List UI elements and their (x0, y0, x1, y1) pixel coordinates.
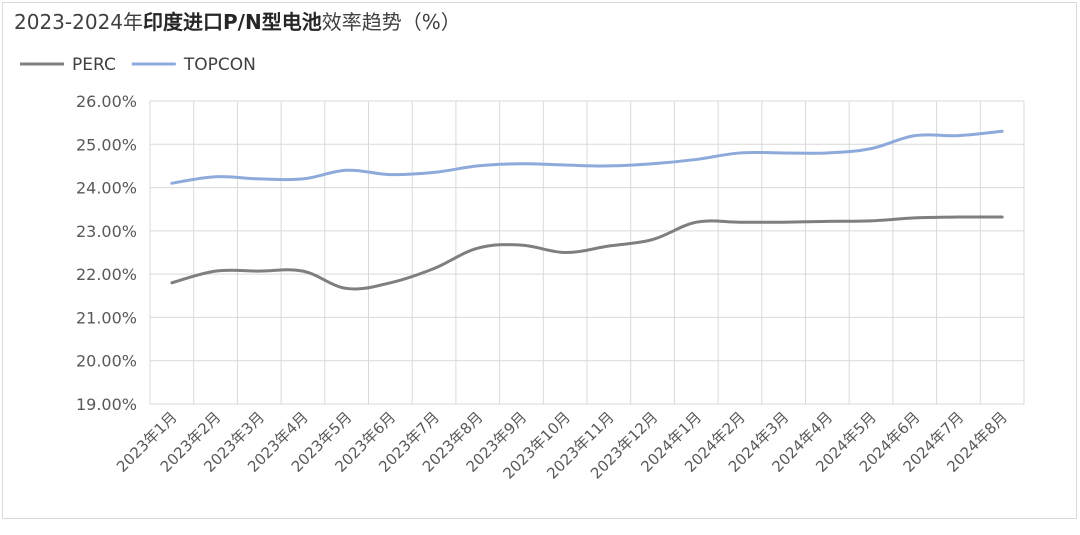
y-tick-label: 25.00% (76, 135, 137, 154)
y-tick-label: 24.00% (76, 179, 137, 198)
legend: PERC TOPCON (20, 55, 256, 75)
chart-title-suffix: 效率趋势（%） (321, 10, 461, 34)
series-line-perc (170, 215, 1004, 291)
x-axis-ticks: 2023年1月2023年2月2023年3月2023年4月2023年5月2023年… (113, 408, 1011, 482)
chart-frame (2, 2, 1077, 519)
y-tick-label: 22.00% (76, 265, 137, 284)
chart-title: 2023-2024年印度进口P/N型电池效率趋势（%） (14, 6, 461, 35)
y-tick-label: 23.00% (76, 222, 137, 241)
y-tick-label: 26.00% (76, 92, 137, 111)
y-tick-label: 21.00% (76, 308, 137, 327)
chart-title-prefix: 2023-2024年 (14, 10, 144, 34)
legend-label-topcon: TOPCON (183, 55, 256, 75)
series-line-topcon (170, 129, 1004, 185)
legend-label-perc: PERC (72, 55, 116, 75)
y-tick-label: 20.00% (76, 352, 137, 371)
series-lines (170, 129, 1004, 291)
y-axis-ticks: 19.00% 20.00% 21.00% 22.00% 23.00% 24.00% 25.0… (76, 92, 137, 414)
gridlines (149, 100, 1025, 405)
y-tick-label: 19.00% (76, 395, 137, 414)
chart-title-bold: 印度进口P/N型电池 (143, 10, 322, 34)
